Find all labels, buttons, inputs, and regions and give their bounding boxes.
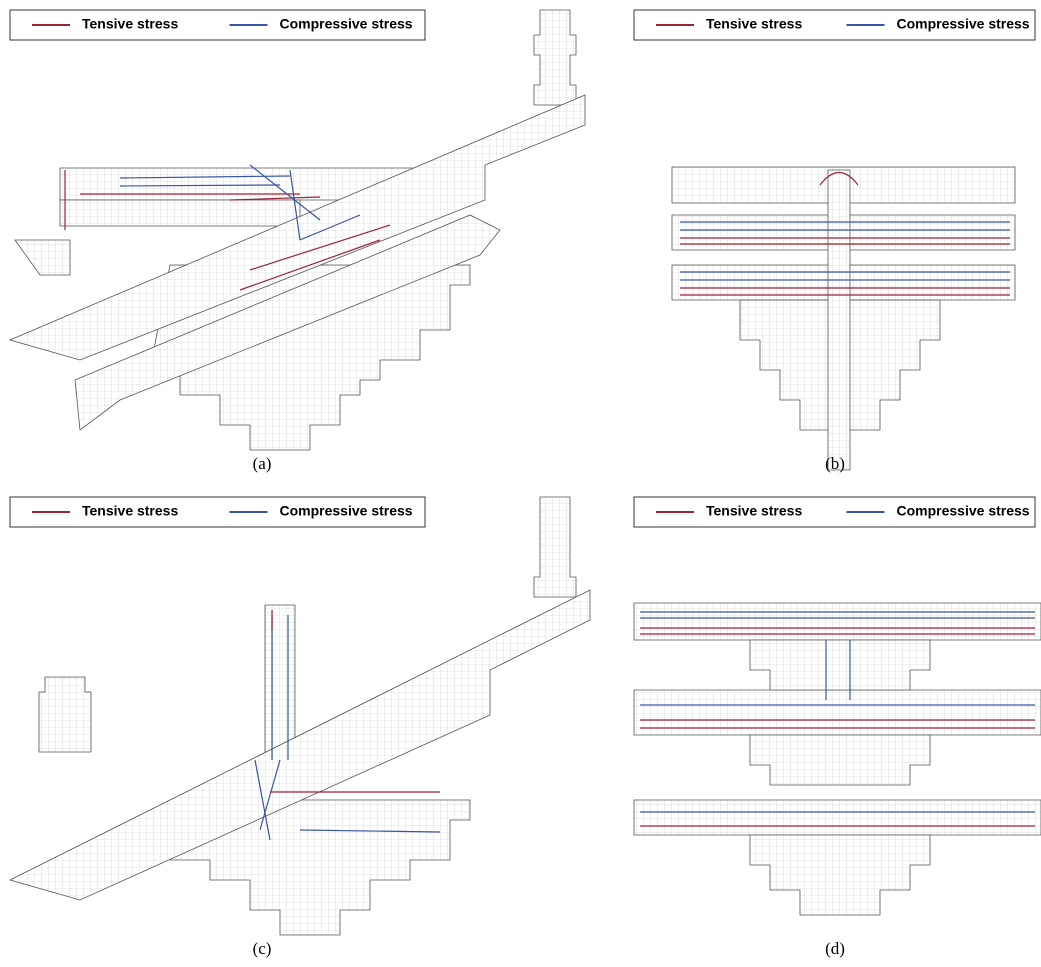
structure-b [672, 167, 1015, 470]
legend-label: Compressive stress [897, 503, 1030, 519]
panel-label: (c) [253, 939, 272, 958]
panel-label: (d) [825, 939, 845, 958]
structure-c [10, 497, 590, 935]
legend-label: Tensive stress [82, 16, 178, 32]
legend-label: Tensive stress [706, 503, 802, 519]
legend-label: Tensive stress [82, 503, 178, 519]
legend-label: Compressive stress [280, 16, 413, 32]
legend-label: Tensive stress [706, 16, 802, 32]
panel-label: (a) [253, 454, 272, 473]
structure-a [10, 10, 585, 450]
legend-label: Compressive stress [897, 16, 1030, 32]
structure-d [634, 603, 1041, 915]
panel-label: (b) [825, 454, 845, 473]
legend-label: Compressive stress [280, 503, 413, 519]
figure: Tensive stress Compressive stress (a) Tensi… [0, 0, 1041, 967]
